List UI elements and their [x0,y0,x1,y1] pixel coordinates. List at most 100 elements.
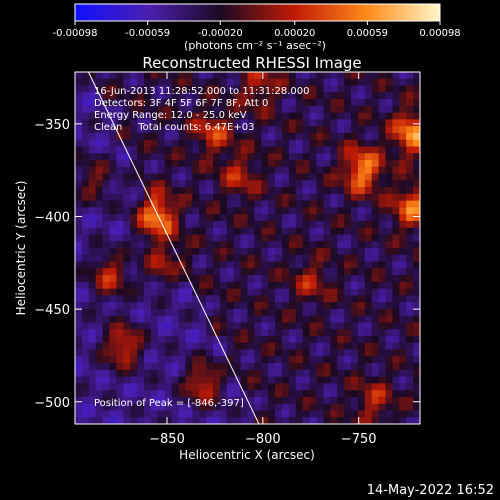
heatmap-cell [330,417,338,424]
heatmap-cell [309,329,317,337]
heatmap-cell [233,173,241,181]
heatmap-cell [130,180,138,188]
heatmap-cell [171,105,179,114]
heatmap-cell [206,139,214,147]
heatmap-cell [261,275,269,283]
heatmap-cell [288,261,297,269]
heatmap-cell [392,126,400,134]
heatmap-cell [109,383,117,391]
heatmap-cell [240,207,248,215]
heatmap-cell [406,410,414,418]
heatmap-cell [351,72,359,80]
heatmap-cell [323,288,331,296]
heatmap-cell [185,119,193,127]
heatmap-cell [261,403,269,411]
heatmap-cell [123,396,131,405]
heatmap-cell [399,126,407,134]
heatmap-cell [95,329,103,337]
heatmap-cell [282,105,290,114]
heatmap-cell [157,139,166,147]
heatmap-cell [171,214,179,222]
heatmap-cell [178,126,186,134]
heatmap-cell [95,281,103,290]
heatmap-cell [385,85,393,93]
heatmap-cell [385,78,393,86]
heatmap-cell [123,119,131,127]
heatmap-cell [268,342,276,350]
heatmap-cell [344,180,352,188]
heatmap-cell [357,410,366,418]
heatmap-cell [344,363,352,371]
heatmap-cell [330,92,338,100]
heatmap-cell [316,105,324,114]
heatmap-cell [226,308,235,317]
heatmap-cell [357,193,366,202]
heatmap-cell [282,187,290,195]
heatmap-cell [399,302,407,310]
heatmap-cell [399,220,407,229]
heatmap-cell [123,390,131,398]
heatmap-cell [364,295,373,303]
heatmap-cell [254,173,262,181]
heatmap-cell [302,153,310,161]
y-tick-label: −350 [34,118,70,133]
heatmap-cell [323,383,331,391]
heatmap-cell [233,160,241,168]
heatmap-cell [116,119,124,127]
heatmap-cell [254,356,262,364]
heatmap-cell [364,410,373,418]
heatmap-cell [171,200,179,208]
heatmap-cell [226,390,235,398]
heatmap-cell [157,92,166,100]
annotation-energy-range: Energy Range: 12.0 - 25.0 keV [94,110,247,121]
heatmap-cell [288,329,297,337]
heatmap-cell [199,92,207,100]
heatmap-cell [275,302,283,310]
heatmap-cell [302,193,310,202]
heatmap-cell [254,160,262,168]
heatmap-cell [275,214,283,222]
heatmap-cell [144,200,152,208]
heatmap-cell [199,302,207,310]
heatmap-cell [337,187,345,195]
heatmap-cell [219,72,228,80]
heatmap-cell [75,200,83,208]
heatmap-cell [378,207,386,215]
heatmap-cell [295,336,304,344]
heatmap-cell [233,349,241,357]
heatmap-cell [219,396,228,405]
heatmap-cell [95,99,103,107]
heatmap-cell [109,390,117,398]
heatmap-cell [233,356,241,364]
heatmap-cell [213,383,221,391]
heatmap-cell [413,220,420,229]
heatmap-cell [75,281,83,290]
heatmap-cell [295,193,304,202]
heatmap-cell [75,342,83,350]
heatmap-cell [254,417,262,424]
heatmap-cell [137,322,145,330]
heatmap-cell [137,390,145,398]
heatmap-cell [206,288,214,296]
heatmap-cell [344,336,352,344]
heatmap-cell [406,376,414,384]
heatmap-cell [213,254,221,262]
heatmap-cell [192,302,200,310]
heatmap-cell [392,261,400,269]
heatmap-cell [233,403,241,411]
heatmap-cell [178,308,186,317]
heatmap-cell [219,261,228,269]
heatmap-cell [219,390,228,398]
heatmap-cell [95,214,103,222]
heatmap-cell [178,173,186,181]
heatmap-cell [88,356,97,364]
heatmap-cell [240,308,248,317]
heatmap-cell [282,241,290,249]
heatmap-cell [150,315,159,323]
heatmap-cell [413,105,420,114]
heatmap-cell [81,234,90,242]
heatmap-cell [164,112,172,120]
heatmap-cell [109,248,117,256]
heatmap-cell [385,99,393,107]
heatmap-cell [282,376,290,384]
